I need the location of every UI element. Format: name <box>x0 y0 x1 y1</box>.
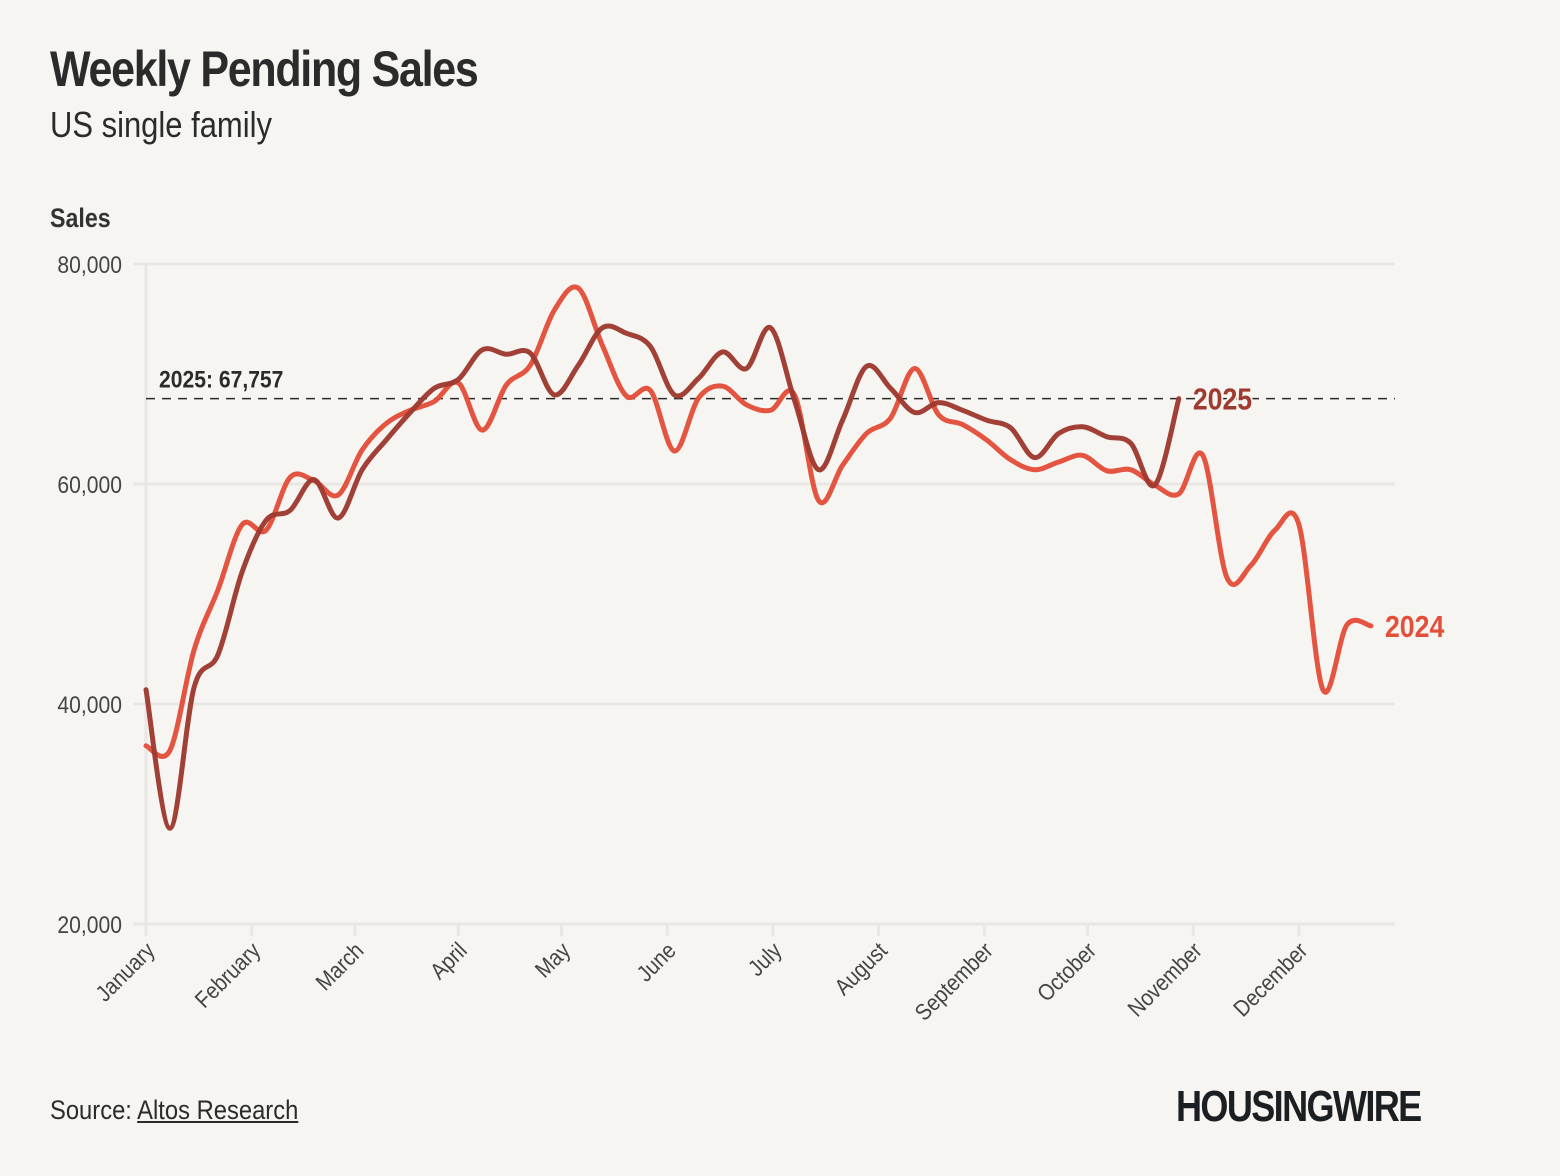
source-link[interactable]: Altos Research <box>137 1095 299 1125</box>
x-tick-label: June <box>631 937 681 987</box>
y-tick-label: 20,000 <box>57 912 122 939</box>
housingwire-logo: HOUSINGWIRE <box>1176 1082 1422 1131</box>
x-tick-label: March <box>310 937 369 996</box>
x-tick-label: October <box>1032 937 1102 1007</box>
source-note: Source: Altos Research <box>50 1095 298 1126</box>
y-axis-label: Sales <box>50 203 111 233</box>
x-tick-label: July <box>742 937 786 981</box>
chart-subtitle: US single family <box>50 104 272 145</box>
x-tick-label: November <box>1122 937 1207 1022</box>
series-label-2025: 2025 <box>1193 383 1252 417</box>
series-line-2025 <box>143 323 1182 831</box>
series-label-2024: 2024 <box>1385 610 1444 644</box>
series-line-2024 <box>143 284 1374 759</box>
y-tick-label: 80,000 <box>57 252 122 279</box>
x-tick-label: December <box>1228 937 1313 1022</box>
y-tick-label: 40,000 <box>57 692 122 719</box>
reference-line-group: 2025: 67,757 <box>146 365 1395 400</box>
x-tick-label: September <box>909 937 998 1026</box>
x-axis: January February March April May June July Augu… <box>90 924 1313 1026</box>
x-tick-label: April <box>425 937 472 984</box>
x-tick-label: February <box>189 937 265 1013</box>
y-axis: 20,000 40,000 60,000 80,000 <box>57 252 148 939</box>
series-labels: 2024 2025 <box>1191 381 1446 646</box>
chart-title: Weekly Pending Sales <box>50 41 479 97</box>
x-tick-label: January <box>90 937 160 1007</box>
x-tick-label: August <box>829 937 892 1000</box>
y-tick-label: 60,000 <box>57 472 122 499</box>
source-prefix: Source: <box>50 1095 138 1125</box>
series-lines <box>143 284 1374 831</box>
x-tick-label: May <box>529 937 575 983</box>
gridlines <box>133 262 1395 926</box>
reference-line-label: 2025: 67,757 <box>159 366 283 393</box>
